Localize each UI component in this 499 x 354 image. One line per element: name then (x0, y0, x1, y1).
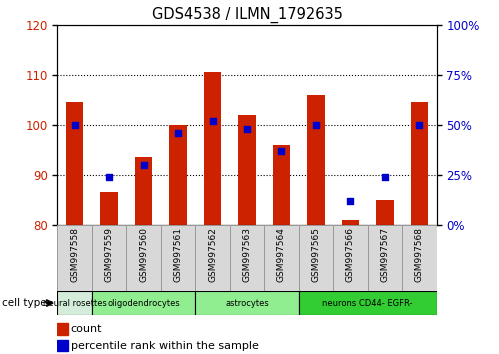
Bar (307, 95, 324, 225)
Bar (161, 225, 195, 292)
Text: neural rosettes: neural rosettes (43, 298, 107, 308)
Text: GSM997566: GSM997566 (346, 227, 355, 282)
Bar (368, 225, 402, 292)
Text: oligodendrocytes: oligodendrocytes (107, 298, 180, 308)
Bar (170, 125, 187, 225)
Bar (402, 225, 437, 292)
Text: GSM997558: GSM997558 (70, 227, 79, 282)
Point (415, 122, 423, 128)
Bar (57, 340, 68, 351)
Text: GSM997567: GSM997567 (380, 227, 389, 282)
Point (174, 130, 182, 136)
Bar (204, 72, 221, 225)
Point (105, 174, 113, 179)
Text: GSM997564: GSM997564 (277, 227, 286, 282)
Point (312, 122, 320, 128)
Bar (411, 102, 428, 225)
Point (140, 162, 148, 168)
Bar (126, 225, 161, 292)
Text: GSM997563: GSM997563 (243, 227, 251, 282)
Bar (92, 225, 126, 292)
Text: count: count (71, 324, 102, 334)
Bar (264, 225, 299, 292)
Bar (135, 157, 152, 225)
Text: GSM997562: GSM997562 (208, 227, 217, 282)
Text: GSM997559: GSM997559 (105, 227, 114, 282)
Bar (66, 102, 83, 225)
Bar (273, 145, 290, 225)
Bar (57, 291, 92, 315)
Text: astrocytes: astrocytes (225, 298, 269, 308)
Bar (195, 225, 230, 292)
Bar (57, 225, 92, 292)
Bar (342, 220, 359, 225)
Bar (195, 291, 299, 315)
Text: GSM997568: GSM997568 (415, 227, 424, 282)
Text: GSM997561: GSM997561 (174, 227, 183, 282)
Bar (333, 225, 368, 292)
Text: percentile rank within the sample: percentile rank within the sample (71, 341, 258, 350)
Bar (299, 291, 437, 315)
Point (71, 122, 79, 128)
Title: GDS4538 / ILMN_1792635: GDS4538 / ILMN_1792635 (152, 7, 342, 23)
Point (381, 174, 389, 179)
Text: neurons CD44- EGFR-: neurons CD44- EGFR- (322, 298, 413, 308)
Point (243, 126, 251, 132)
Bar (376, 200, 394, 225)
Bar (230, 225, 264, 292)
Bar (239, 115, 255, 225)
Bar (299, 225, 333, 292)
Bar (100, 192, 118, 225)
Text: GSM997560: GSM997560 (139, 227, 148, 282)
Text: GSM997565: GSM997565 (311, 227, 320, 282)
Bar (92, 291, 195, 315)
Bar (57, 323, 68, 335)
Point (209, 118, 217, 124)
Point (277, 148, 285, 154)
Text: cell type: cell type (2, 298, 47, 308)
Point (346, 198, 354, 204)
